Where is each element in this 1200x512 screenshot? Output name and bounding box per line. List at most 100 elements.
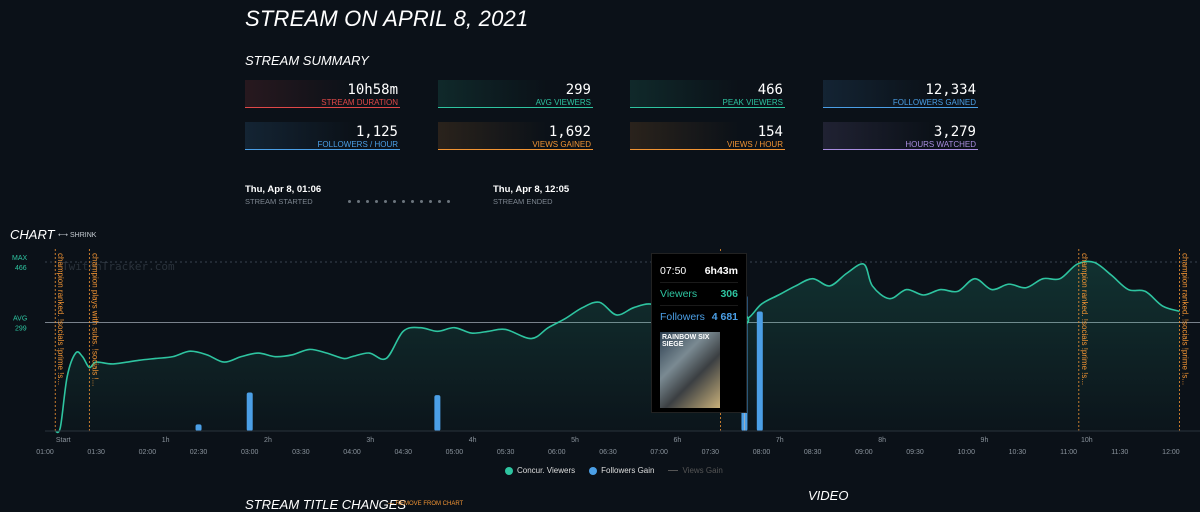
- video-heading: VIDEO: [808, 488, 849, 503]
- tooltip-viewers-value: 306: [720, 288, 738, 300]
- followers-bar-0: [195, 424, 202, 431]
- x-tick-time-21: 11:30: [1111, 449, 1128, 456]
- chart-title: CHART: [10, 227, 55, 242]
- x-tick-time-17: 09:30: [906, 449, 924, 456]
- viewers-area: [55, 261, 1180, 433]
- game-thumbnail-title: RAINBOW SIX SIEGE: [662, 334, 710, 348]
- x-tick-time-6: 04:00: [343, 449, 361, 456]
- x-tick-hour-10: 10h: [1081, 437, 1093, 444]
- x-tick-hour-9: 9h: [981, 437, 989, 444]
- stat-avg-viewers: 299 AVG VIEWERS: [438, 80, 593, 108]
- remove-from-chart-button[interactable]: — REMOVE FROM CHART: [388, 501, 464, 507]
- x-tick-time-0: 01:00: [36, 449, 54, 456]
- x-tick-hour-5: 5h: [571, 437, 579, 444]
- x-tick-time-18: 10:00: [957, 449, 975, 456]
- timeline-dots: [348, 190, 456, 208]
- stat-label: PEAK VIEWERS: [722, 98, 783, 107]
- stat-views-hour: 154 VIEWS / HOUR: [630, 122, 785, 150]
- annotation-text-1: champion plays with subs. !socials !...: [90, 253, 99, 386]
- x-tick-hour-0: Start: [56, 437, 71, 444]
- viewers-chart[interactable]: TwitchTracker.com MAX 466 AVG 299 champion ra…: [0, 245, 1200, 460]
- annotation-text-3: champion ranked. !socials !prime !s...: [1080, 253, 1089, 385]
- tooltip-duration: 6h43m: [704, 265, 738, 277]
- tooltip-viewers-label: Viewers: [660, 288, 698, 300]
- stat-peak-viewers: 466 PEAK VIEWERS: [630, 80, 785, 108]
- x-tick-time-15: 08:30: [804, 449, 822, 456]
- tooltip-time: 07:50: [660, 265, 687, 277]
- stat-followers-hour: 1,125 FOLLOWERS / HOUR: [245, 122, 400, 150]
- stat-label: AVG VIEWERS: [535, 98, 591, 107]
- x-tick-time-9: 05:30: [497, 449, 515, 456]
- chart-watermark: TwitchTracker.com: [62, 260, 175, 273]
- x-tick-time-5: 03:30: [292, 449, 310, 456]
- stream-start: Thu, Apr 8, 01:06 STREAM STARTED: [245, 184, 321, 206]
- x-tick-hour-7: 7h: [776, 437, 784, 444]
- followers-bar-4: [756, 311, 763, 431]
- followers-bar-2: [434, 395, 441, 431]
- x-tick-hour-2: 2h: [264, 437, 272, 444]
- stat-hours-watched: 3,279 HOURS WATCHED: [823, 122, 978, 150]
- avg-label: AVG: [13, 316, 27, 323]
- viewers-line: [54, 260, 1180, 434]
- stat-value: 466: [757, 82, 783, 98]
- stat-label: VIEWS / HOUR: [726, 140, 783, 149]
- x-tick-hour-6: 6h: [673, 437, 681, 444]
- stat-followers-gained: 12,334 FOLLOWERS GAINED: [823, 80, 978, 108]
- tooltip-followers-label: Followers: [660, 311, 705, 323]
- x-tick-time-7: 04:30: [394, 449, 412, 456]
- stat-value: 3,279: [933, 124, 976, 140]
- stat-label: VIEWS GAINED: [532, 140, 591, 149]
- stat-views-gained: 1,692 VIEWS GAINED: [438, 122, 593, 150]
- game-thumbnail: RAINBOW SIX SIEGE: [660, 332, 720, 408]
- legend-followers[interactable]: Followers Gain: [589, 466, 654, 475]
- x-tick-time-10: 06:00: [548, 449, 566, 456]
- followers-bar-1: [246, 392, 253, 431]
- stat-stream-duration: 10h58m STREAM DURATION: [245, 80, 400, 108]
- shrink-button[interactable]: ⟷ SHRINK: [58, 232, 97, 239]
- x-tick-hour-1: 1h: [162, 437, 170, 444]
- tooltip-followers-value: 4 681: [711, 311, 738, 323]
- legend-views[interactable]: Views Gain: [668, 466, 723, 475]
- stat-value: 10h58m: [347, 82, 398, 98]
- stat-value: 1,125: [355, 124, 398, 140]
- x-tick-time-20: 11:00: [1060, 449, 1077, 456]
- x-tick-time-4: 03:00: [241, 449, 259, 456]
- chart-tooltip: 07:50 6h43m Viewers 306 Followers 4 681 RAI…: [651, 253, 747, 413]
- stream-end: Thu, Apr 8, 12:05 STREAM ENDED: [493, 184, 569, 206]
- max-value: 466: [15, 265, 27, 272]
- stream-title-changes-heading: STREAM TITLE CHANGES: [245, 497, 407, 512]
- page-title: STREAM ON APRIL 8, 2021: [245, 6, 529, 31]
- x-tick-time-11: 06:30: [599, 449, 617, 456]
- x-tick-time-8: 05:00: [446, 449, 464, 456]
- legend-viewers-swatch: [505, 466, 513, 475]
- stat-label: HOURS WATCHED: [905, 140, 976, 149]
- x-tick-time-3: 02:30: [190, 449, 208, 456]
- stat-value: 299: [565, 82, 591, 98]
- x-tick-time-19: 10:30: [1009, 449, 1027, 456]
- x-tick-time-12: 07:00: [650, 449, 668, 456]
- chart-legend: Concur. Viewers Followers Gain Views Gai…: [505, 466, 723, 475]
- avg-value: 299: [15, 326, 27, 333]
- x-tick-time-1: 01:30: [87, 449, 105, 456]
- stat-label: FOLLOWERS / HOUR: [317, 140, 398, 149]
- x-tick-hour-4: 4h: [469, 437, 477, 444]
- x-tick-hour-8: 8h: [878, 437, 886, 444]
- stat-value: 154: [757, 124, 783, 140]
- legend-views-swatch: [668, 470, 679, 471]
- legend-viewers[interactable]: Concur. Viewers: [505, 466, 575, 475]
- stat-label: STREAM DURATION: [321, 98, 398, 107]
- start-time: Thu, Apr 8, 01:06: [245, 184, 322, 195]
- end-time: Thu, Apr 8, 12:05: [493, 184, 570, 195]
- x-tick-time-16: 09:00: [855, 449, 873, 456]
- stat-label: FOLLOWERS GAINED: [892, 98, 976, 107]
- x-tick-time-13: 07:30: [702, 449, 720, 456]
- x-tick-time-22: 12:00: [1162, 449, 1180, 456]
- annotation-text-4: champion ranked. !socials !prime !s...: [1180, 253, 1189, 385]
- x-tick-time-14: 08:00: [753, 449, 771, 456]
- stream-summary-title: STREAM SUMMARY: [245, 53, 369, 68]
- stat-value: 1,692: [548, 124, 591, 140]
- stat-value: 12,334: [925, 82, 976, 98]
- x-tick-hour-3: 3h: [366, 437, 374, 444]
- end-label: STREAM ENDED: [493, 197, 553, 206]
- legend-followers-swatch: [589, 466, 598, 475]
